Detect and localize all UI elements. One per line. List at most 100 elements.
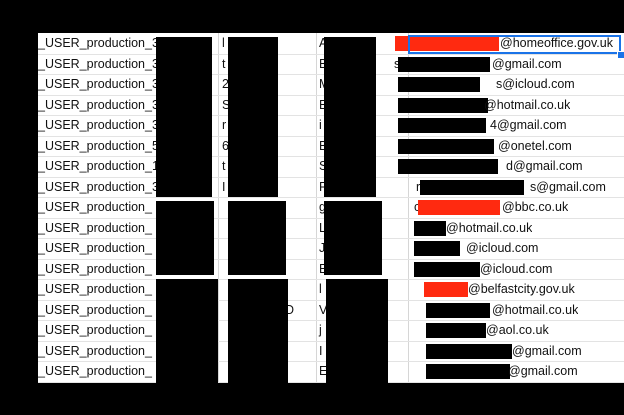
row-divider <box>0 279 624 280</box>
name-cell-fragment: A <box>319 33 327 53</box>
cell-fragment: S <box>222 98 231 112</box>
column-divider <box>316 33 317 383</box>
email-cell[interactable]: @gmail.com <box>512 344 582 358</box>
spreadsheet-grid: _USER_production_3 A @homeoffice.gov.uk _US… <box>0 33 624 383</box>
black-redaction <box>426 303 490 318</box>
cell-fragment: r <box>222 118 227 132</box>
email-cell[interactable]: @hotmail.co.uk <box>446 221 533 235</box>
redaction-block <box>156 201 214 275</box>
email-cell[interactable]: @belfastcity.gov.uk <box>468 282 575 296</box>
black-redaction <box>426 323 486 338</box>
name-cell-fragment: V <box>319 303 328 317</box>
row-divider <box>0 361 624 362</box>
email-cell[interactable]: d@gmail.com <box>506 159 583 173</box>
email-prefix-fragment: r <box>416 180 421 194</box>
row-divider <box>0 238 624 239</box>
name-cell-fragment: L <box>319 221 326 235</box>
email-cell[interactable]: @bbc.co.uk <box>502 200 569 214</box>
redaction-block <box>326 279 388 383</box>
user-id-cell[interactable]: _USER_production_ <box>38 303 152 317</box>
black-redaction <box>398 77 480 92</box>
red-redaction <box>395 36 499 51</box>
user-id-cell[interactable]: _USER_production_5 <box>38 139 156 153</box>
black-redaction <box>426 364 510 379</box>
redaction-block <box>324 201 382 275</box>
user-id-cell[interactable]: _USER_production_1 <box>38 159 156 173</box>
red-redaction <box>418 200 500 215</box>
black-redaction <box>414 221 446 236</box>
user-id-cell[interactable]: _USER_production_3 <box>38 77 156 91</box>
email-cell[interactable]: @hotmail.co.uk <box>484 98 571 112</box>
name-cell-fragment: J <box>319 241 326 255</box>
email-cell[interactable]: s@gmail.com <box>530 180 606 194</box>
cell-fragment: l <box>222 36 225 50</box>
email-cell[interactable]: @gmail.com <box>492 57 562 71</box>
fill-handle[interactable] <box>617 51 624 59</box>
redaction-block <box>228 279 288 383</box>
row-divider <box>0 177 624 178</box>
email-cell[interactable]: @icloud.com <box>480 262 553 276</box>
row-divider <box>0 95 624 96</box>
row-divider <box>0 320 624 321</box>
redaction-block <box>324 37 376 197</box>
user-id-cell[interactable]: _USER_production_ <box>38 364 152 378</box>
redaction-block <box>0 33 38 383</box>
red-redaction <box>424 282 468 297</box>
row-divider <box>0 115 624 116</box>
black-redaction <box>426 344 512 359</box>
user-id-cell[interactable]: _USER_production_3 <box>38 57 156 71</box>
user-id-cell[interactable]: _USER_production_ <box>38 221 152 235</box>
email-cell[interactable]: @aol.co.uk <box>486 323 549 337</box>
name-cell-fragment: I <box>319 344 323 358</box>
column-divider <box>218 33 219 383</box>
name-cell-fragment: S <box>319 156 327 176</box>
email-cell[interactable]: @icloud.com <box>466 241 539 255</box>
name-cell-fragment: g <box>319 200 326 214</box>
email-cell[interactable]: @hotmail.co.uk <box>492 303 579 317</box>
black-redaction <box>414 262 480 277</box>
black-redaction <box>398 57 490 72</box>
row-divider <box>0 341 624 342</box>
cell-fragment: 6 <box>222 139 229 153</box>
row-divider <box>0 300 624 301</box>
user-id-cell[interactable]: _USER_production_ <box>38 200 152 214</box>
black-redaction <box>398 118 486 133</box>
cell-fragment: D <box>285 303 295 317</box>
cell-fragment: 2 <box>222 77 229 91</box>
email-cell[interactable]: @onetel.com <box>498 139 572 153</box>
row-divider <box>0 382 624 383</box>
redaction-block <box>156 279 218 383</box>
user-id-cell[interactable]: _USER_production_3 <box>38 36 156 50</box>
user-id-cell[interactable]: _USER_production_ <box>38 262 152 276</box>
black-redaction <box>414 241 460 256</box>
name-cell-fragment: B <box>319 54 327 74</box>
name-cell-fragment: E <box>319 95 327 115</box>
name-cell-fragment: j <box>319 323 322 337</box>
name-cell-fragment: E <box>319 259 327 279</box>
selected-cell-outline[interactable] <box>408 35 621 54</box>
user-id-cell[interactable]: _USER_production_ <box>38 241 152 255</box>
row-divider <box>0 54 624 55</box>
cell-fragment: I <box>222 180 226 194</box>
cell-fragment: t <box>222 57 226 71</box>
email-cell[interactable]: @gmail.com <box>508 364 578 378</box>
column-divider <box>408 33 409 383</box>
user-id-cell[interactable]: _USER_production_ <box>38 323 152 337</box>
black-redaction <box>420 180 524 195</box>
user-id-cell[interactable]: _USER_production_ <box>38 344 152 358</box>
user-id-cell[interactable]: _USER_production_3 <box>38 180 156 194</box>
name-cell-fragment: i <box>319 118 322 132</box>
email-prefix-fragment: c <box>414 197 420 217</box>
user-id-cell[interactable]: _USER_production_ <box>38 282 152 296</box>
cell-fragment: t <box>222 159 226 173</box>
email-cell[interactable]: @homeoffice.gov.uk <box>500 36 613 50</box>
row-divider <box>0 156 624 157</box>
row-divider <box>0 259 624 260</box>
email-cell[interactable]: s@icloud.com <box>496 77 575 91</box>
row-divider <box>0 218 624 219</box>
user-id-cell[interactable]: _USER_production_3 <box>38 98 156 112</box>
user-id-cell[interactable]: _USER_production_3 <box>38 118 156 132</box>
email-prefix-fragment: s <box>394 54 400 74</box>
black-redaction <box>398 98 488 113</box>
email-cell[interactable]: 4@gmail.com <box>490 118 567 132</box>
